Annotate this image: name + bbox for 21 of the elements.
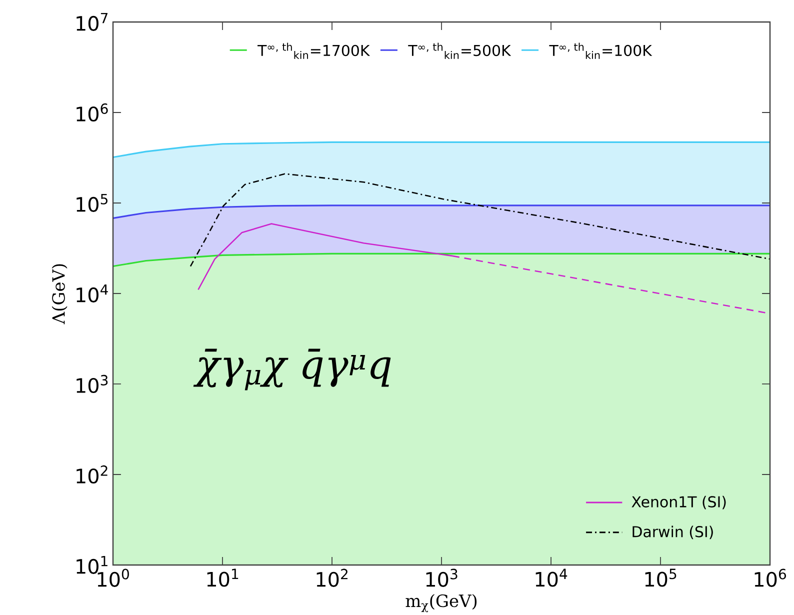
legend-label: T$^{∞, th}$$_{kin}$=1700K [258, 42, 370, 59]
legend-label: Xenon1T (SI) [632, 496, 726, 509]
legend-label: T$^{∞, th}$$_{kin}$=100K [549, 42, 652, 59]
x-tick-label: 10$^{1}$ [207, 568, 238, 587]
y-tick-label: 10$^{2}$ [76, 465, 108, 484]
y-tick-label: 10$^{7}$ [76, 12, 108, 31]
x-tick-label: 10$^{3}$ [426, 568, 458, 587]
y-tick-label: 10$^{5}$ [76, 194, 108, 212]
x-tick-label: 10$^{0}$ [98, 568, 129, 587]
y-tick-label: 10$^{4}$ [76, 284, 108, 302]
y-tick-label: 10$^{3}$ [76, 374, 108, 393]
y-axis-title: Λ(GeV) [52, 264, 68, 324]
legend-label: T$^{∞, th}$$_{kin}$=500K [408, 42, 512, 59]
annotation: χ̄γ$_{μ}$χ q̄γ$^{μ}$q [193, 348, 391, 390]
x-axis-title: m$_{χ}$(GeV) [406, 594, 477, 612]
y-tick-label: 10$^{6}$ [76, 103, 108, 122]
x-tick-label: 10$^{2}$ [316, 568, 348, 587]
legend-label: Darwin (SI) [632, 526, 713, 539]
x-tick-label: 10$^{6}$ [754, 568, 786, 587]
x-tick-label: 10$^{5}$ [645, 568, 676, 587]
x-tick-label: 10$^{4}$ [536, 568, 568, 587]
